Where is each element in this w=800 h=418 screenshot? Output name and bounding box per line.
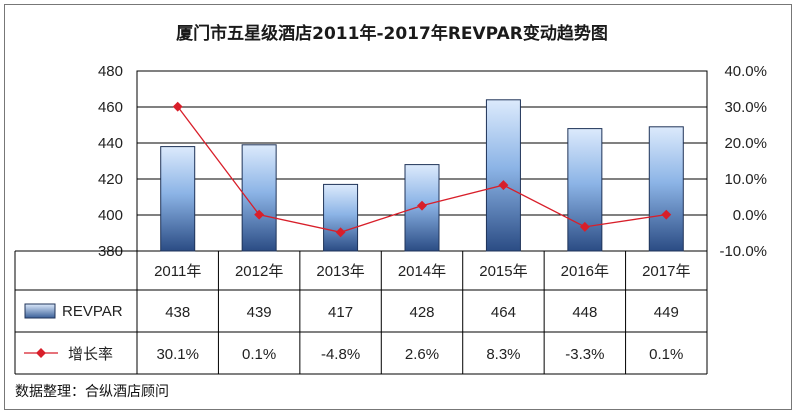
bar <box>648 126 684 252</box>
growth-marker <box>254 209 265 220</box>
legend-marker-growth <box>36 348 46 358</box>
growth-marker <box>335 227 346 238</box>
growth-marker <box>579 221 590 232</box>
legend-swatch-revpar <box>24 303 56 319</box>
data-label-growth: 8.3% <box>486 346 520 363</box>
left-axis-tick-label: 400 <box>98 207 123 224</box>
category-label: 2011年 <box>154 263 201 280</box>
right-axis-tick-label: 20.0% <box>724 135 767 152</box>
data-label-growth: 0.1% <box>242 346 276 363</box>
data-label-growth: -4.8% <box>321 346 360 363</box>
data-label-growth: -3.3% <box>565 346 604 363</box>
data-label-revpar: 464 <box>491 304 516 321</box>
legend-label-growth: 增长率 <box>68 346 113 363</box>
growth-marker <box>661 209 672 220</box>
growth-marker <box>498 180 509 191</box>
right-axis-tick-label: 40.0% <box>724 63 767 80</box>
right-axis-tick-label: -10.0% <box>719 243 767 260</box>
category-label: 2012年 <box>235 263 283 280</box>
category-label: 2013年 <box>316 263 364 280</box>
bar <box>241 144 277 252</box>
data-label-revpar: 448 <box>572 304 597 321</box>
data-label-revpar: 449 <box>654 304 679 321</box>
source-note: 数据整理：合纵酒店顾问 <box>15 384 169 400</box>
data-label-growth: 2.6% <box>405 346 439 363</box>
category-label: 2015年 <box>479 263 527 280</box>
growth-marker <box>417 200 427 211</box>
left-axis-tick-label: 460 <box>98 99 123 116</box>
bar <box>323 183 359 252</box>
growth-marker <box>172 101 183 112</box>
data-label-revpar: 428 <box>409 304 434 321</box>
bar <box>485 99 521 252</box>
right-axis-tick-label: 0.0% <box>733 207 767 224</box>
right-axis-tick-label: 10.0% <box>724 171 767 188</box>
right-axis-tick-label: 30.0% <box>724 99 767 116</box>
bar <box>567 128 603 252</box>
data-label-growth: 0.1% <box>649 346 683 363</box>
left-axis-tick-label: 420 <box>98 171 123 188</box>
category-label: 2016年 <box>561 263 609 280</box>
left-axis-tick-label: 480 <box>98 63 123 80</box>
legend-label-revpar: REVPAR <box>62 303 123 320</box>
data-label-revpar: 439 <box>247 304 272 321</box>
chart-title: 厦门市五星级酒店2011年-2017年REVPAR变动趋势图 <box>176 23 608 44</box>
left-axis-tick-label: 440 <box>98 135 123 152</box>
data-label-revpar: 438 <box>165 304 190 321</box>
data-label-growth: 30.1% <box>156 346 199 363</box>
category-label: 2014年 <box>398 263 446 280</box>
data-label-revpar: 417 <box>328 304 353 321</box>
bar <box>160 146 196 252</box>
category-label: 2017年 <box>642 263 690 280</box>
